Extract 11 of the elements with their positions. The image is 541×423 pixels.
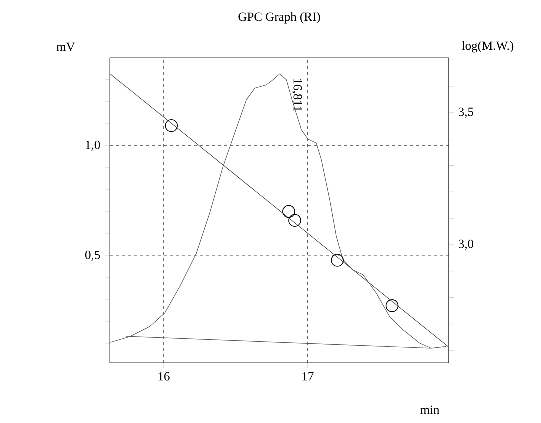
y2-axis-title: log(M.W.) (462, 41, 514, 53)
x-tick-label: 16 (158, 372, 170, 381)
x-axis-title: min (420, 406, 440, 414)
y2-tick-label: 3,0 (458, 240, 474, 250)
y-axis-title: mV (56, 42, 76, 52)
annotation: 16,811 (292, 79, 302, 112)
y-tick-label: 1,0 (86, 140, 100, 152)
x-tick-label: 17 (302, 372, 314, 381)
y2-tick-label: 3,5 (458, 108, 474, 118)
y-tick-label: 0,5 (85, 250, 100, 262)
chart-title: GPC Graph (RI) (238, 12, 320, 24)
